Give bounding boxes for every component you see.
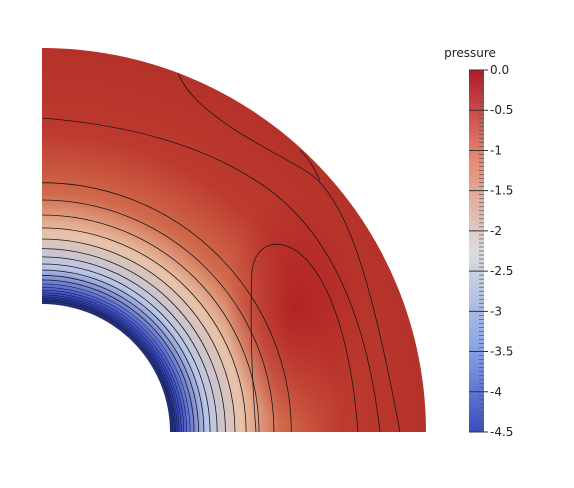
contour-arc xyxy=(42,263,211,432)
contour-arc xyxy=(42,248,226,432)
colorbar-title: pressure xyxy=(444,46,496,60)
colorbar-major-ticks: 0.0 -0.5 -1 -1.5 -2 -2.5 -3 -3.5 -4 -4.5 xyxy=(469,63,513,439)
colorbar-tick-label: -4 xyxy=(490,385,502,399)
colorbar-tick-label: -1 xyxy=(490,143,502,157)
contour-arc xyxy=(42,296,178,432)
contour-lines xyxy=(42,182,292,432)
contour-arc xyxy=(42,227,247,432)
colorbar-tick-label: -2 xyxy=(490,224,502,238)
colorbar-minor-ticks xyxy=(479,69,484,433)
colorbar-tick-label: -3 xyxy=(490,304,502,318)
colorbar-tick-label: -0.5 xyxy=(490,103,513,117)
contour-arc xyxy=(42,294,180,432)
contour-arc xyxy=(42,256,218,432)
contour-arc xyxy=(42,292,182,432)
colorbar-tick-label: -4.5 xyxy=(490,425,513,439)
contour-arc xyxy=(42,214,260,432)
contour-arc xyxy=(42,269,205,432)
contour-arc xyxy=(42,300,174,432)
pressure-field xyxy=(42,48,426,432)
contour-arc xyxy=(42,182,292,432)
contour-arc xyxy=(42,298,176,432)
contour-arc xyxy=(42,279,195,432)
colorbar-tick-label: 0.0 xyxy=(490,63,509,77)
colorbar-gradient xyxy=(469,70,484,432)
contour-arc xyxy=(42,199,275,432)
pressure-colorbar: pressure 0.0 -0.5 -1 -1.5 -2 -2.5 -3 -3.5 -4 -4.5 xyxy=(444,46,513,439)
contour-arc xyxy=(42,287,187,432)
contour-arc xyxy=(42,283,191,432)
contour-arc xyxy=(42,238,236,432)
contour-arc xyxy=(42,289,185,432)
contour-arc xyxy=(42,299,175,432)
contour-arc xyxy=(42,275,199,432)
colorbar-tick-label: -2.5 xyxy=(490,264,513,278)
colorbar-tick-label: -3.5 xyxy=(490,345,513,359)
colorbar-tick-label: -1.5 xyxy=(490,184,513,198)
